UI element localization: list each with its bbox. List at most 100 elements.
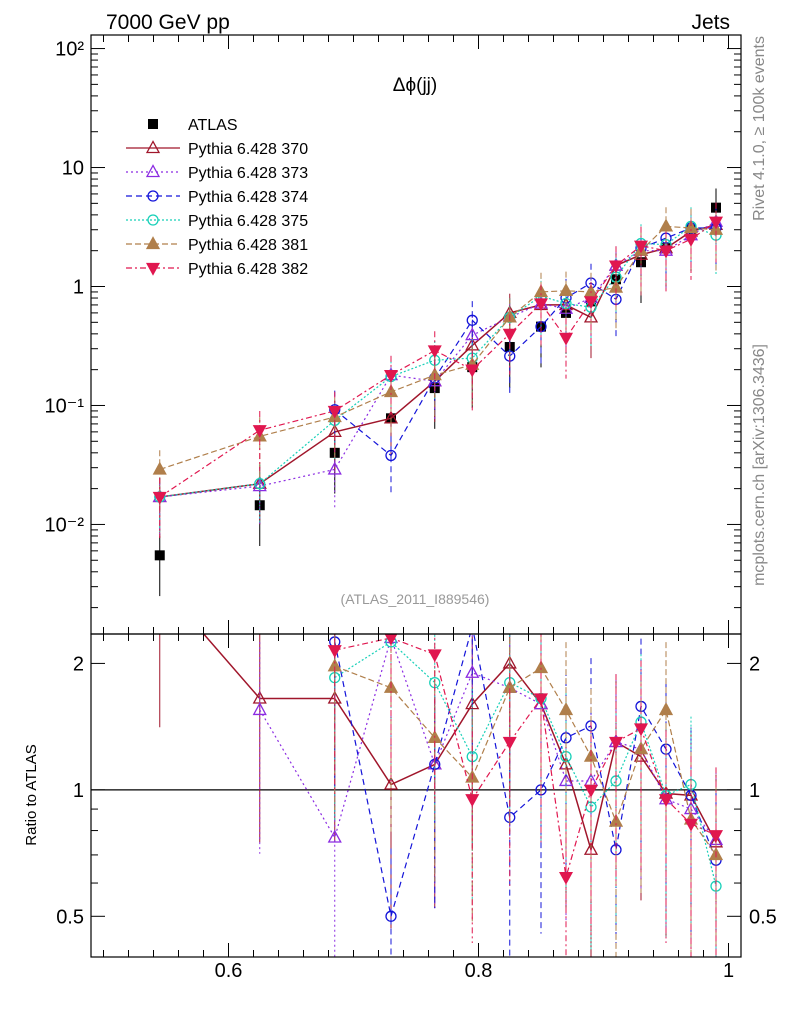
ratio-point [533, 660, 549, 674]
main-ytick-label: 10⁻² [45, 514, 85, 536]
xtick-label: 0.8 [465, 960, 493, 982]
ratio-line-p373 [259, 635, 717, 841]
main-point [708, 216, 724, 230]
main-point [533, 284, 549, 298]
ratio-point [502, 736, 517, 750]
legend-marker [145, 164, 161, 178]
main-point [383, 370, 399, 383]
ratio-series-p370 [159, 634, 724, 957]
header-left: 7000 GeV pp [106, 11, 230, 34]
ratio-point [465, 664, 480, 678]
ratio-point [383, 776, 399, 790]
xtick-label: 0.6 [215, 960, 243, 982]
main-point [658, 245, 674, 259]
main-point [465, 364, 480, 378]
ratio-ytick-label-right: 0.5 [749, 906, 777, 928]
ratio-point [608, 736, 624, 750]
main-point [385, 449, 397, 462]
rivet-label: Rivet 4.1.0, ≥ 100k events [751, 36, 768, 221]
legend-entry: Pythia 6.428 381 [126, 236, 308, 254]
main-point [583, 296, 599, 310]
ratio-line-p382 [334, 637, 717, 878]
main-series-p382 [152, 202, 724, 538]
ratio-line-p370 [202, 634, 717, 853]
ratio-point [633, 723, 649, 737]
main-point [427, 345, 442, 359]
main-point [466, 314, 478, 326]
ratio-point [467, 621, 477, 631]
main-ytick-label: 10⁻¹ [45, 395, 85, 417]
main-point [327, 461, 342, 475]
main-point [154, 550, 165, 561]
main-point [683, 234, 699, 247]
main-point [533, 298, 549, 312]
legend-label: Pythia 6.428 375 [188, 213, 308, 230]
main-point [254, 478, 266, 490]
legend-marker [147, 214, 159, 226]
ratio-ytick-label-right: 1 [749, 780, 760, 802]
ratio-point [384, 634, 398, 646]
ratio-point [708, 830, 724, 843]
legend-marker [148, 119, 158, 129]
main-point [633, 240, 649, 254]
main-point [608, 260, 624, 274]
legend-label: Pythia 6.428 381 [188, 237, 308, 254]
ratio-ytick-label: 0.5 [56, 906, 84, 928]
main-ytick-label: 10² [55, 39, 84, 61]
legend: ATLAS Pythia 6.428 370 Pythia 6.428 373 Pyt… [126, 117, 308, 278]
legend-entry: Pythia 6.428 370 [126, 140, 308, 158]
ratio-series-p373 [252, 634, 724, 957]
main-point [152, 491, 167, 505]
ratio-point [608, 813, 624, 827]
legend-marker [147, 190, 159, 202]
xtick-label: 1 [723, 960, 734, 982]
main-point [327, 405, 342, 419]
main-point [683, 220, 699, 234]
legend-marker [145, 262, 161, 276]
ratio-point [658, 794, 674, 807]
legend-label: Pythia 6.428 374 [188, 189, 308, 206]
legend-entry: Pythia 6.428 373 [126, 164, 308, 182]
ratio-series-p382 [327, 634, 724, 957]
ratio-ytick-label-right: 2 [749, 653, 760, 675]
ratio-point [658, 702, 674, 716]
main-line-p375 [159, 225, 717, 498]
main-ytick-label: 10 [62, 158, 84, 180]
mcplots-label: mcplots.cern.ch [arXiv:1306.3436] [751, 344, 768, 586]
ratio-point [327, 829, 342, 843]
ratio-frame [90, 633, 742, 958]
main-point [558, 282, 574, 296]
main-panel [152, 188, 724, 597]
main-point [152, 461, 167, 475]
main-point [383, 384, 399, 398]
main-point [252, 478, 267, 492]
plot-frames: 10⁻² 10⁻¹ 1 10 10² 0.6 0.8 1 0.5 0.5 1 1 2 2 [45, 34, 777, 982]
ratio-point [558, 871, 574, 885]
main-point [558, 332, 574, 346]
ratio-point [252, 702, 267, 716]
legend-marker [145, 140, 161, 154]
ratio-panel [91, 621, 741, 957]
main-line-p381 [159, 225, 717, 470]
ratio-point [583, 784, 599, 798]
legend-entry: Pythia 6.428 375 [126, 213, 308, 230]
plot-title: Δϕ(jj) [393, 75, 437, 96]
ratio-point [427, 649, 442, 663]
ratio-ytick-label: 2 [73, 653, 84, 675]
legend-entry: ATLAS [148, 117, 238, 134]
ratio-ytick-label: 1 [73, 780, 84, 802]
ratio-line-p374 [334, 634, 717, 917]
analysis-label: (ATLAS_2011_I889546) [341, 591, 490, 607]
ratio-point [558, 702, 574, 716]
ratio-point [533, 693, 549, 707]
legend-marker [145, 236, 161, 250]
ratio-point [683, 818, 699, 832]
ratio-point [465, 794, 480, 807]
main-point [502, 328, 517, 342]
ratio-line-p381 [334, 665, 717, 856]
ratio-point [327, 645, 342, 658]
legend-entry: Pythia 6.428 374 [126, 189, 308, 206]
legend-label: Pythia 6.428 370 [188, 141, 308, 158]
header-right: Jets [691, 11, 730, 34]
